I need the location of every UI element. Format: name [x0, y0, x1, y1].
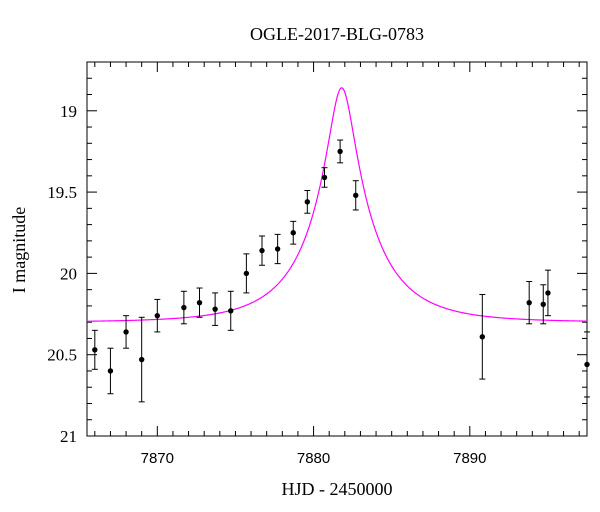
data-marker — [196, 299, 203, 306]
minor-ticks — [87, 61, 587, 436]
data-marker — [212, 306, 218, 312]
data-marker — [243, 270, 250, 277]
data-marker — [304, 199, 311, 205]
data-point — [227, 290, 234, 331]
y-axis-label: I magnitude — [9, 207, 29, 293]
data-point — [243, 253, 250, 294]
model-curve-group — [87, 87, 587, 322]
data-marker — [181, 304, 187, 311]
data-marker — [584, 361, 590, 368]
data-marker — [107, 368, 114, 374]
data-point — [321, 167, 328, 188]
data-point — [154, 298, 161, 333]
data-point — [304, 189, 311, 214]
data-marker — [123, 329, 129, 335]
data-point — [212, 292, 219, 326]
data-marker — [290, 230, 296, 236]
data-marker — [274, 246, 281, 252]
data-marker — [259, 247, 265, 254]
data-point — [290, 220, 297, 245]
data-marker — [228, 308, 234, 314]
model-curve — [87, 87, 587, 322]
data-point — [540, 284, 547, 325]
y-tick-label: 20 — [60, 264, 77, 283]
data-marker — [545, 290, 551, 296]
data-points-group — [91, 139, 590, 403]
data-marker — [353, 192, 359, 199]
data-point — [337, 139, 344, 164]
data-marker — [321, 174, 328, 181]
x-tick-label: 7890 — [453, 450, 486, 467]
chart-title: OGLE-2017-BLG-0783 — [250, 24, 424, 44]
data-point — [544, 269, 551, 317]
data-marker — [138, 356, 145, 363]
data-marker — [526, 299, 532, 306]
data-point — [526, 281, 533, 325]
x-tick-label: 7870 — [141, 450, 174, 467]
x-ticks: 7870 7880 7890 — [141, 62, 487, 467]
data-point — [180, 290, 187, 325]
y-axis-label-group: I magnitude — [9, 207, 29, 293]
y-tick-label: 20.5 — [47, 346, 77, 365]
data-point — [123, 315, 130, 349]
data-point — [352, 180, 359, 211]
data-point — [259, 235, 265, 266]
data-point — [584, 331, 590, 398]
y-ticks: 19 19.5 20 20.5 21 — [47, 102, 587, 446]
data-point — [91, 329, 98, 370]
x-axis-label: HJD - 2450000 — [282, 479, 393, 499]
data-point — [107, 347, 114, 395]
data-marker — [337, 148, 343, 155]
data-marker — [92, 347, 98, 353]
data-marker — [540, 301, 546, 307]
data-marker — [479, 334, 486, 340]
data-marker — [154, 312, 161, 319]
data-point — [479, 294, 486, 380]
plot-frame — [86, 61, 588, 437]
y-tick-label: 19.5 — [47, 183, 77, 202]
y-tick-label: 19 — [60, 102, 77, 121]
y-tick-label: 21 — [60, 427, 77, 446]
x-tick-label: 7880 — [297, 450, 330, 467]
x-axis-label-group: HJD - 2450000 — [282, 479, 393, 499]
data-point — [274, 233, 281, 265]
data-point — [196, 287, 203, 318]
data-point — [138, 316, 145, 403]
